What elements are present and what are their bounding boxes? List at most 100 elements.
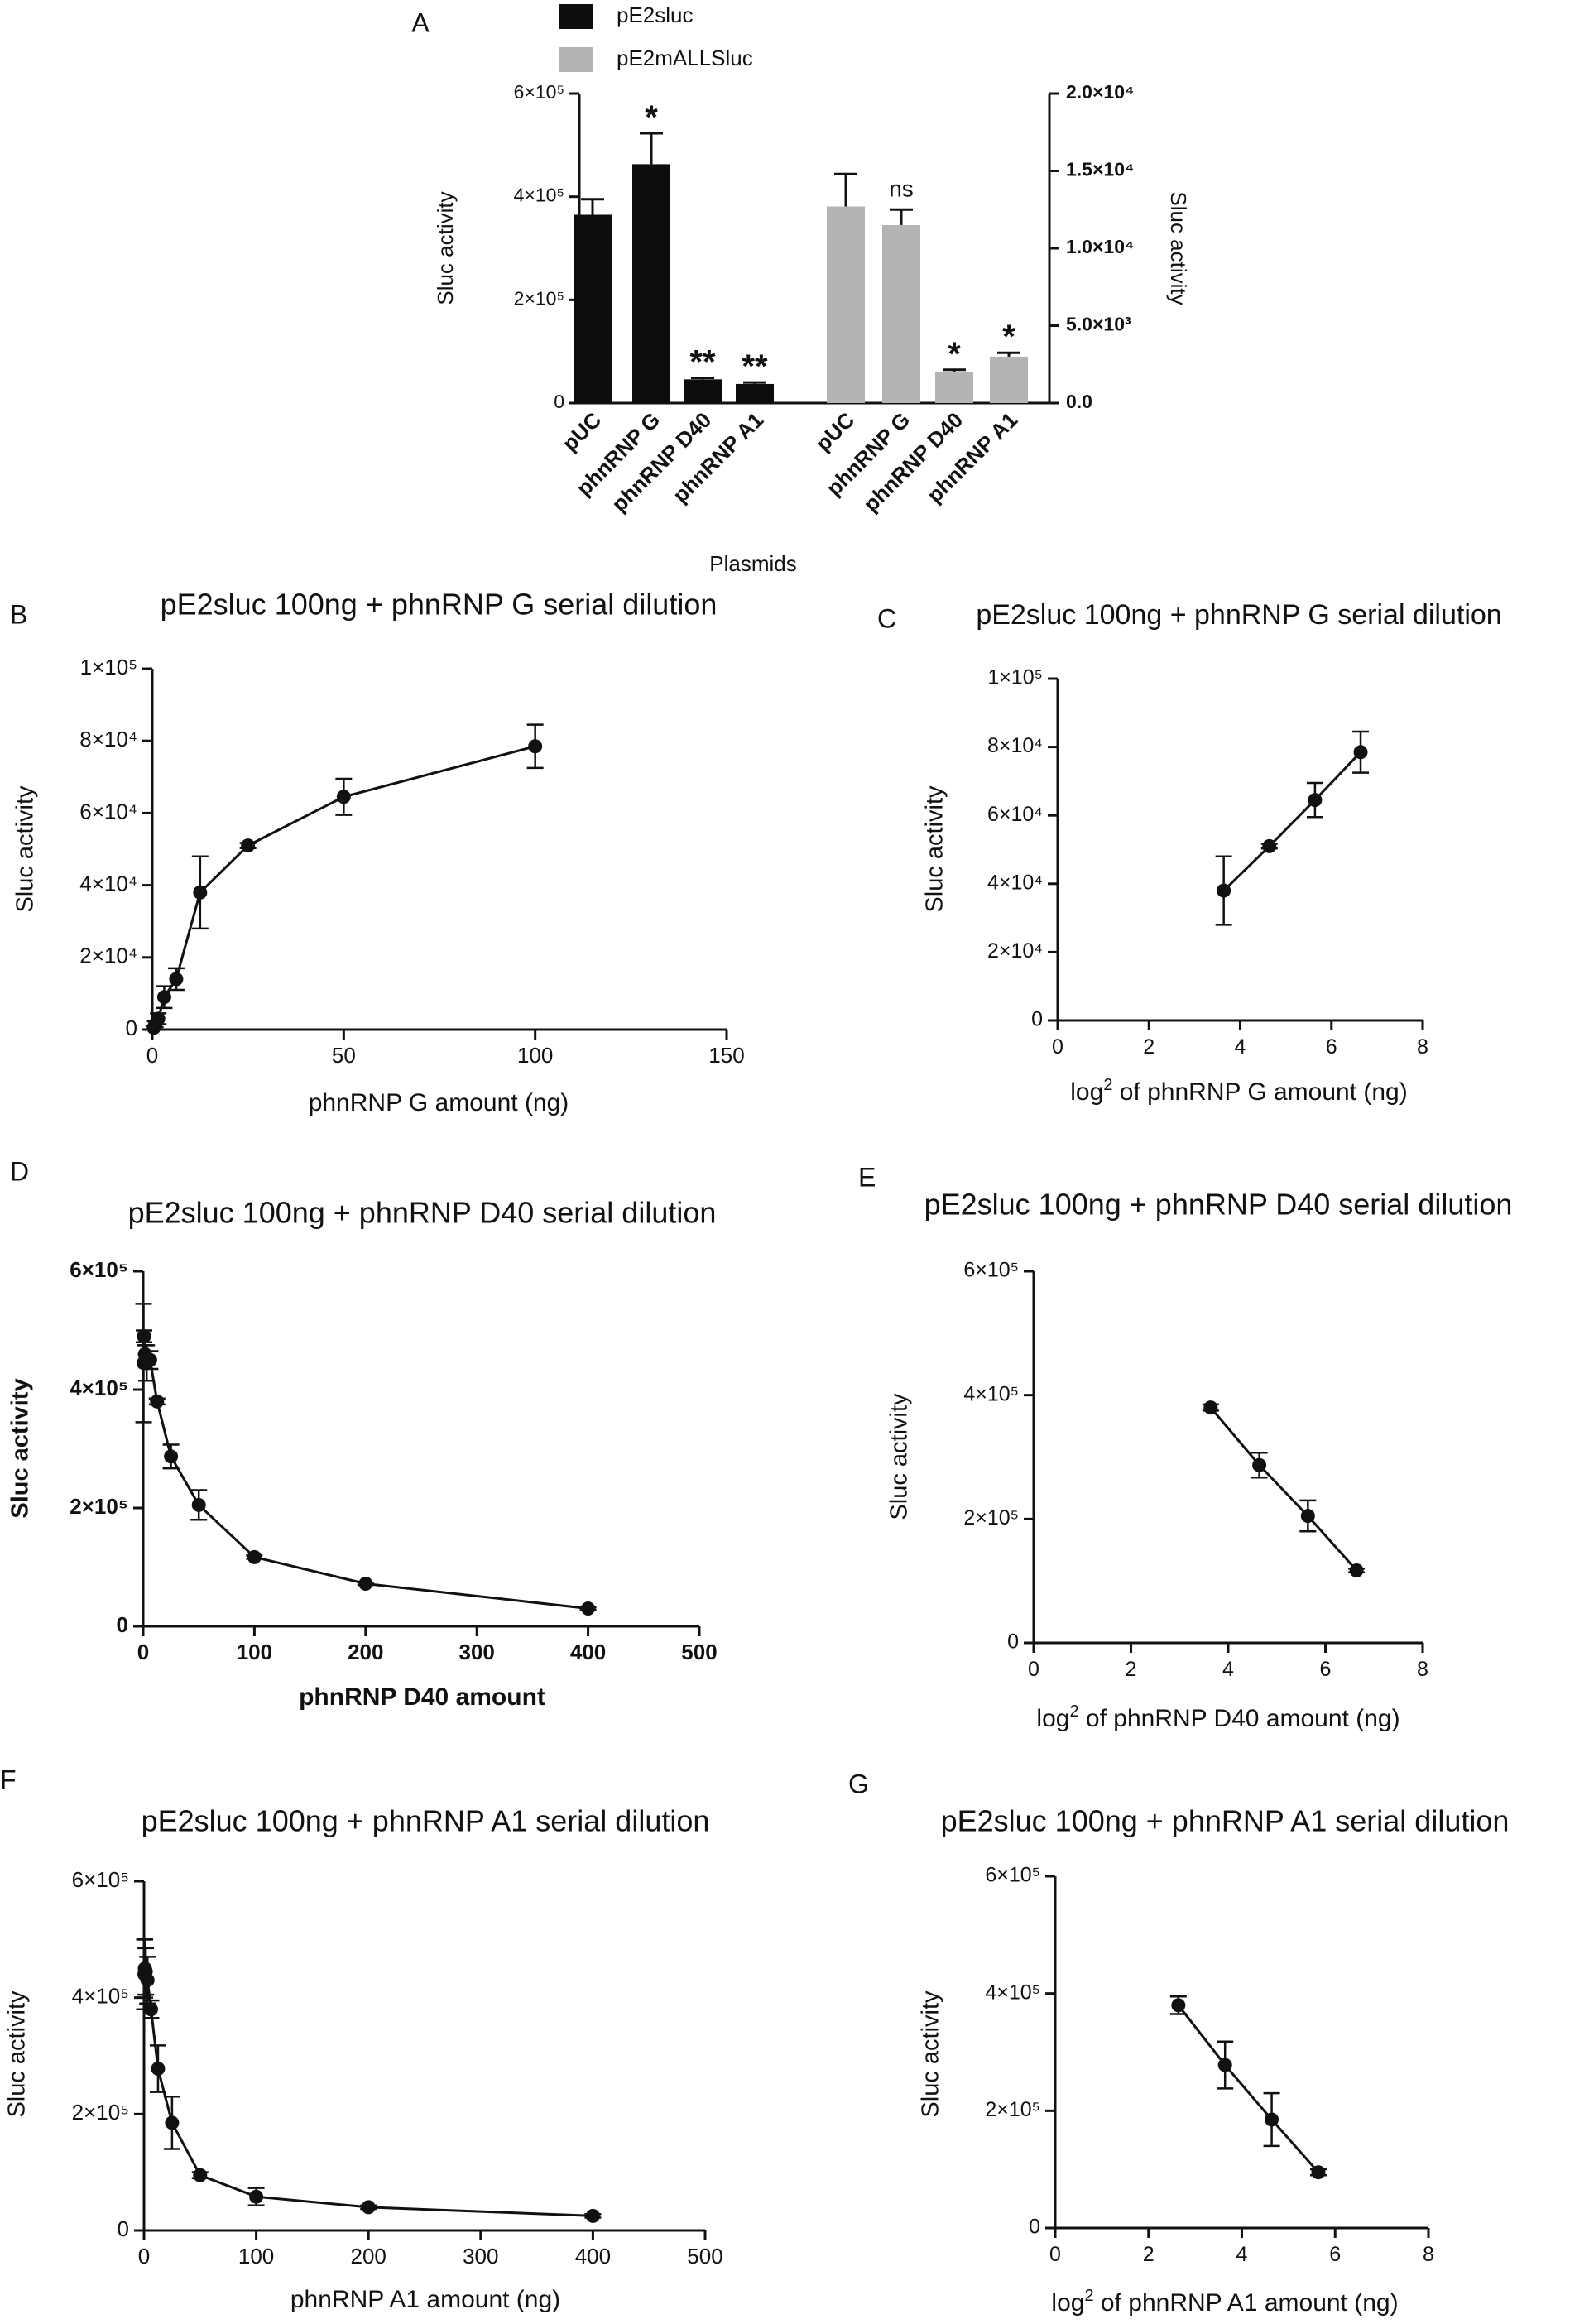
data-point xyxy=(164,1449,179,1464)
legend-swatch xyxy=(559,47,593,72)
x-axis-label: log2 of phnRNP G amount (ng) xyxy=(1070,1076,1407,1106)
data-point xyxy=(1265,2112,1279,2127)
data-point xyxy=(142,1352,157,1367)
data-point xyxy=(1252,1457,1267,1472)
data-point xyxy=(528,739,543,754)
x-tick-label: 0 xyxy=(1028,1658,1039,1681)
data-point xyxy=(336,790,351,804)
data-point xyxy=(1311,2165,1326,2180)
y-tick-label-left: 2×10⁵ xyxy=(514,287,564,309)
bar xyxy=(684,379,722,403)
series-line xyxy=(1177,2004,1320,2173)
y-axis-label-right: Sluc activity xyxy=(1166,191,1191,305)
x-tick-label: 200 xyxy=(351,2244,386,2269)
y-tick-label: 0 xyxy=(1031,1008,1043,1031)
y-tick-label: 4×10⁴ xyxy=(987,871,1043,894)
significance-label: ns xyxy=(889,175,914,201)
series-line xyxy=(142,1336,588,1610)
data-point xyxy=(585,2208,600,2223)
data-point xyxy=(249,2189,264,2204)
data-point xyxy=(193,2168,208,2182)
x-tick-label: 50 xyxy=(332,1043,356,1068)
x-tick-label: 4 xyxy=(1222,1658,1234,1681)
x-tick-label: 6 xyxy=(1329,2243,1341,2266)
bar xyxy=(882,224,920,403)
data-point xyxy=(137,1329,151,1344)
significance-label: * xyxy=(645,99,658,136)
legend-label: pE2mALLSluc xyxy=(617,46,753,70)
x-tick-label: 4 xyxy=(1235,1035,1246,1059)
y-tick-label: 0 xyxy=(126,1016,137,1040)
x-tick-label: 6 xyxy=(1320,1658,1332,1681)
x-tick-label: 2 xyxy=(1143,1035,1155,1059)
data-point xyxy=(1349,1563,1364,1577)
data-point xyxy=(1300,1509,1315,1524)
y-tick-label: 1×10⁵ xyxy=(80,655,137,679)
y-axis-label: Sluc activity xyxy=(12,785,39,913)
y-tick-label: 4×10⁵ xyxy=(70,1376,128,1400)
panel-letter: E xyxy=(858,1162,876,1192)
panel-letter: F xyxy=(0,1765,17,1794)
y-tick-label: 2×10⁵ xyxy=(985,2098,1040,2121)
y-axis-label: Sluc activity xyxy=(918,1990,944,2118)
y-axis-label-left: Sluc activity xyxy=(433,191,458,305)
y-tick-label: 1×10⁵ xyxy=(987,666,1043,689)
x-tick-label: 300 xyxy=(463,2244,498,2269)
data-point xyxy=(1353,745,1368,760)
data-point xyxy=(169,972,184,987)
y-tick-label: 0 xyxy=(117,1612,128,1637)
y-tick-label: 4×10⁵ xyxy=(985,1981,1040,2004)
data-point xyxy=(151,2061,166,2076)
series-line xyxy=(143,1968,593,2217)
significance-label: * xyxy=(1002,319,1015,355)
x-tick-label: 100 xyxy=(517,1043,553,1068)
data-point xyxy=(358,1577,373,1592)
panel-letter: C xyxy=(877,603,896,633)
x-axis-label: log2 of phnRNP A1 amount (ng) xyxy=(1051,2287,1398,2317)
x-tick-label: 400 xyxy=(570,1640,606,1664)
y-tick-label: 6×10⁴ xyxy=(987,803,1043,826)
y-tick-label: 4×10⁴ xyxy=(79,871,137,896)
x-tick-label: 400 xyxy=(575,2244,611,2269)
x-tick-label: 200 xyxy=(348,1640,383,1664)
y-tick-label-right: 0.0 xyxy=(1066,391,1092,412)
y-tick-label: 4×10⁵ xyxy=(72,1984,129,2009)
y-axis-label: Sluc activity xyxy=(886,1393,913,1520)
data-point xyxy=(140,1973,155,1988)
data-point xyxy=(150,1394,165,1409)
x-tick-label: pUC xyxy=(810,407,859,456)
x-tick-label: 500 xyxy=(681,1640,717,1664)
bar xyxy=(827,206,865,403)
x-axis-label: phnRNP A1 amount (ng) xyxy=(290,2286,560,2313)
data-point xyxy=(193,885,208,900)
chart-title: pE2sluc 100ng + phnRNP D40 serial diluti… xyxy=(924,1188,1513,1222)
series-line xyxy=(1209,1406,1358,1572)
chart-title: pE2sluc 100ng + phnRNP G serial dilution xyxy=(161,588,718,622)
y-tick-label: 6×10⁵ xyxy=(72,1867,129,1892)
y-tick-label: 6×10⁵ xyxy=(70,1257,128,1282)
data-point xyxy=(241,838,256,853)
legend-label: pE2sluc xyxy=(617,2,694,27)
data-point xyxy=(1262,838,1277,853)
bar xyxy=(736,383,774,403)
data-point xyxy=(143,2002,158,2017)
bar xyxy=(574,214,612,403)
x-axis-label: Plasmids xyxy=(709,551,796,576)
data-point xyxy=(581,1601,596,1616)
series-line xyxy=(1222,751,1362,892)
chart-title: pE2sluc 100ng + phnRNP A1 serial dilutio… xyxy=(941,1804,1510,1838)
bar xyxy=(632,164,670,403)
y-tick-label: 6×10⁴ xyxy=(79,799,137,823)
y-tick-label: 0 xyxy=(1029,2216,1040,2239)
y-tick-label: 2×10⁴ xyxy=(79,944,137,968)
x-tick-label: 0 xyxy=(146,1043,158,1068)
x-tick-label: 100 xyxy=(237,1640,272,1664)
y-tick-label-right: 2.0×10⁴ xyxy=(1066,81,1134,103)
panel-letter: A xyxy=(411,7,430,37)
y-tick-label-left: 6×10⁵ xyxy=(514,81,564,103)
x-axis-label: log2 of phnRNP D40 amount (ng) xyxy=(1036,1702,1399,1732)
x-tick-label: 8 xyxy=(1417,1035,1428,1059)
